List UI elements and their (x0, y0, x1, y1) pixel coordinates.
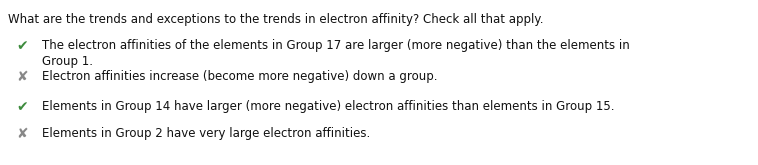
Text: What are the trends and exceptions to the trends in electron affinity? Check all: What are the trends and exceptions to th… (8, 13, 543, 26)
Text: ✘: ✘ (16, 127, 28, 141)
Text: Elements in Group 14 have larger (more negative) electron affinities than elemen: Elements in Group 14 have larger (more n… (42, 100, 615, 113)
Text: The electron affinities of the elements in Group 17 are larger (more negative) t: The electron affinities of the elements … (42, 39, 630, 68)
Text: ✘: ✘ (16, 70, 28, 84)
Text: Electron affinities increase (become more negative) down a group.: Electron affinities increase (become mor… (42, 70, 437, 83)
Text: ✔: ✔ (16, 39, 28, 53)
Text: Elements in Group 2 have very large electron affinities.: Elements in Group 2 have very large elec… (42, 127, 370, 140)
Text: ✔: ✔ (16, 100, 28, 114)
